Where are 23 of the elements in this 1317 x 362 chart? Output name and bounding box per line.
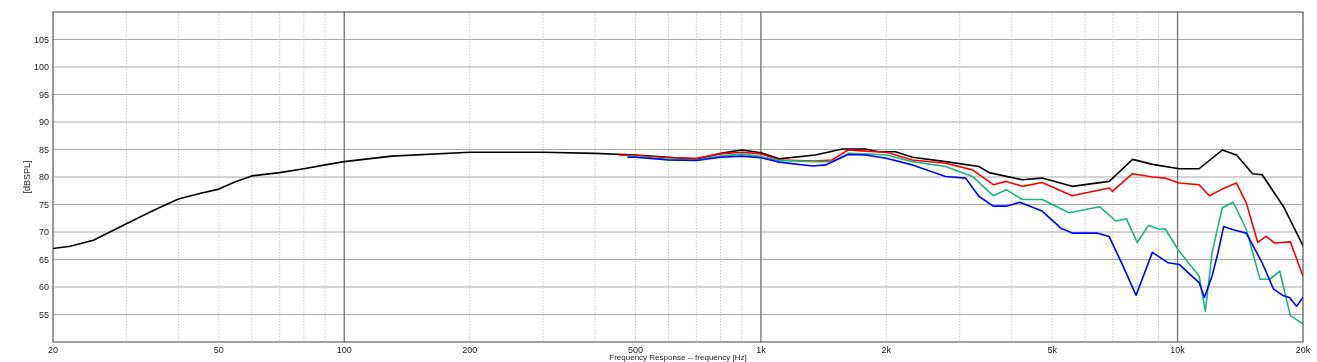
x-tick-label: 500 (627, 345, 643, 355)
x-axis-title: Frequency Response -- frequency [Hz] (609, 353, 747, 362)
x-tick-label: 100 (336, 345, 352, 355)
x-tick-label: 50 (213, 345, 224, 355)
y-tick-label: 60 (38, 282, 49, 293)
x-tick-label: 20 (47, 345, 59, 355)
y-tick-label: 90 (38, 117, 49, 128)
y-tick-label: 70 (38, 227, 49, 238)
x-tick-label: 2k (881, 345, 892, 355)
y-tick-label: 105 (33, 34, 49, 45)
y-tick-label: 65 (38, 254, 49, 265)
y-axis-title: [dBSPL] (22, 160, 32, 194)
y-tick-label: 100 (33, 62, 49, 73)
x-tick-label: 200 (462, 345, 478, 355)
y-tick-label: 95 (38, 89, 49, 100)
x-tick-label: 10k (1170, 345, 1186, 355)
x-tick-label: 5k (1047, 345, 1058, 355)
y-tick-label: 55 (38, 309, 49, 320)
x-tick-label: 20k (1295, 345, 1311, 355)
y-tick-label: 80 (38, 172, 49, 183)
y-tick-label: 75 (38, 199, 49, 210)
y-tick-label: 85 (38, 144, 49, 155)
x-tick-label: 1k (756, 345, 767, 355)
